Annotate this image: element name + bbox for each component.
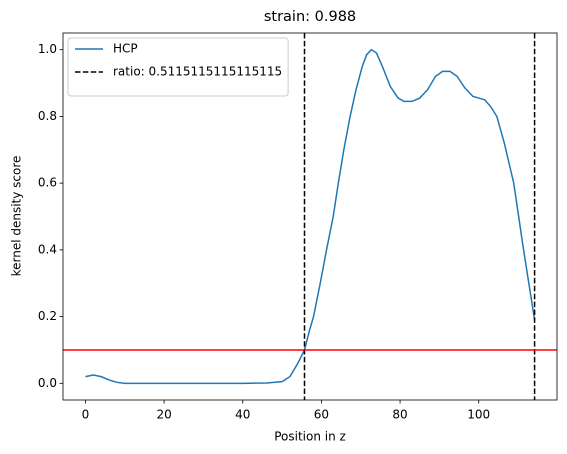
x-tick-label: 0	[82, 408, 90, 422]
data-line	[85, 48, 536, 385]
y-tick-label: 0.4	[38, 242, 57, 256]
x-axis-label: Position in z	[274, 430, 346, 444]
axes-frame	[62, 32, 558, 401]
y-tick-label: 0.6	[38, 176, 57, 190]
x-tick-label: 100	[467, 408, 490, 422]
x-tick-label: 40	[235, 408, 250, 422]
x-tick-label: 80	[392, 408, 407, 422]
legend-label: ratio: 0.5115115115115115	[113, 65, 282, 79]
chart-title: strain: 0.988	[264, 9, 356, 25]
y-tick-label: 1.0	[38, 42, 57, 56]
y-axis-label: kernel density score	[10, 156, 24, 277]
legend-box	[67, 37, 289, 97]
x-tick-label: 60	[314, 408, 329, 422]
y-tick-label: 0.8	[38, 109, 57, 123]
y-tick-label: 0.2	[38, 309, 57, 323]
x-tick-label: 20	[156, 408, 171, 422]
y-tick-label: 0.0	[38, 376, 57, 390]
legend-label: HCP	[113, 42, 138, 56]
